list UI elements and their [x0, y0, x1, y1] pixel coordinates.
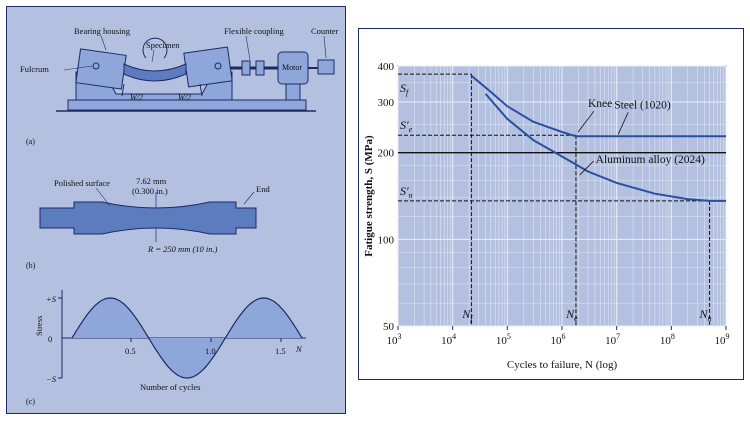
counter-label: Counter [311, 26, 339, 36]
bearing-housing-label: Bearing housing [74, 26, 131, 36]
x-tick-label: 106 [551, 332, 566, 347]
specimen-drawing: Polished surface 7.62 mm (0.300 in.) End… [26, 176, 270, 270]
reference-n-label: Nn [699, 307, 712, 323]
knee-pointer-line [577, 110, 595, 133]
motor-label: Motor [282, 63, 302, 72]
radius-label: R = 250 mm (10 in.) [147, 244, 218, 254]
number-of-cycles-label: Number of cycles [140, 382, 200, 392]
load-arrow-left-icon [121, 83, 125, 97]
polished-surface-label: Polished surface [54, 178, 110, 188]
flexible-coupling-label: Flexible coupling [224, 26, 284, 36]
y-tick-label: 100 [378, 234, 395, 246]
stress-ylabel: Stress [34, 316, 44, 336]
x-tick-label: 109 [715, 332, 730, 347]
stress-wave-fill [72, 298, 302, 378]
plus-s-label: +S [46, 294, 57, 304]
load-left-label: W/2 [130, 93, 143, 102]
stress-cycle-chart: Stress +S 0 −S 0.5 1.0 1.5 N Number of c… [26, 290, 306, 406]
stress-wave-curve [71, 297, 303, 379]
fulcrum-pin [92, 62, 100, 70]
x-tick-label: 104 [441, 332, 456, 347]
specimen-in-machine [123, 63, 187, 82]
n-axis-label: N [295, 344, 303, 354]
y-tick-label: 200 [378, 148, 395, 160]
cycle-tick-0-5: 0.5 [125, 346, 136, 356]
cycle-tick-1-5: 1.5 [275, 346, 286, 356]
test-machine-drawing: Bearing housing Specimen Flexible coupli… [20, 26, 339, 146]
aluminum-pointer-line [579, 160, 594, 176]
zero-label: 0 [48, 334, 52, 344]
y-tick-label: 300 [378, 97, 395, 109]
fatigue-chart-panel: 103 104 105 106 107 108 109 400 300 200 100 50 Sf Nf… [358, 28, 744, 380]
steel-1020-curve [470, 74, 726, 138]
reference-n-label: Ne [565, 307, 578, 323]
load-right-label: W/2 [178, 93, 191, 102]
tick-labels-layer: 103 104 105 106 107 108 109 400 300 200 100 50 [378, 61, 730, 347]
knee-label: Knee [588, 98, 612, 110]
chart-xlabel: Cycles to failure, N (log) [507, 359, 618, 371]
figure-tag-c: (c) [26, 397, 35, 406]
left-figure-panel: Bearing housing Specimen Flexible coupli… [6, 6, 346, 414]
aluminum-2024-curve [484, 93, 726, 202]
bearing-housing-left [75, 48, 127, 90]
series-layer [470, 74, 726, 202]
bearing-pin [214, 62, 222, 70]
x-tick-label: 108 [660, 332, 675, 347]
cycle-tick-1-0: 1.0 [205, 346, 216, 356]
x-tick-label: 103 [387, 332, 402, 347]
rotation-arrow-icon [142, 37, 168, 59]
diameter-in-label: (0.300 in.) [132, 186, 168, 196]
figure-tag-a: (a) [26, 137, 35, 146]
bearing-housing-right [183, 46, 233, 88]
specimen-body [39, 201, 257, 235]
coupling-disc-2 [255, 60, 265, 76]
y-tick-label: 50 [383, 321, 395, 333]
motor-stand [285, 83, 301, 101]
end-label: End [256, 184, 270, 194]
counter-box [317, 59, 335, 75]
reference-s-label: Sf [400, 81, 410, 97]
left-figure-svg: Bearing housing Specimen Flexible coupli… [6, 6, 346, 414]
x-tick-label: 105 [496, 332, 511, 347]
fulcrum-label: Fulcrum [20, 64, 49, 74]
y-tick-label: 400 [378, 61, 395, 73]
coupling-disc-1 [241, 60, 251, 76]
reference-n-label: Nf [461, 307, 474, 323]
figure-tag-b: (b) [26, 261, 36, 270]
reference-lines-layer [398, 73, 726, 326]
x-tick-label: 107 [605, 332, 620, 347]
sn-chart-svg: 103 104 105 106 107 108 109 400 300 200 100 50 Sf Nf… [358, 28, 744, 380]
reference-s-label: S′e [400, 118, 413, 134]
specimen-label: Specimen [146, 40, 180, 50]
steel-pointer-line [617, 112, 629, 135]
aluminum-label: Aluminum alloy (2024) [596, 154, 705, 166]
annotations-layer: Sf Nf S′e Ne S′n Nn Knee Steel (1020) Aluminum a… [400, 81, 712, 323]
minus-s-label: −S [46, 374, 57, 384]
load-arrow-right-icon [199, 83, 203, 97]
diameter-mm-label: 7.62 mm [136, 176, 167, 186]
steel-label: Steel (1020) [614, 99, 671, 111]
chart-ylabel: Fatigue strength, S (MPa) [363, 135, 375, 257]
reference-s-label: S′n [400, 184, 413, 200]
